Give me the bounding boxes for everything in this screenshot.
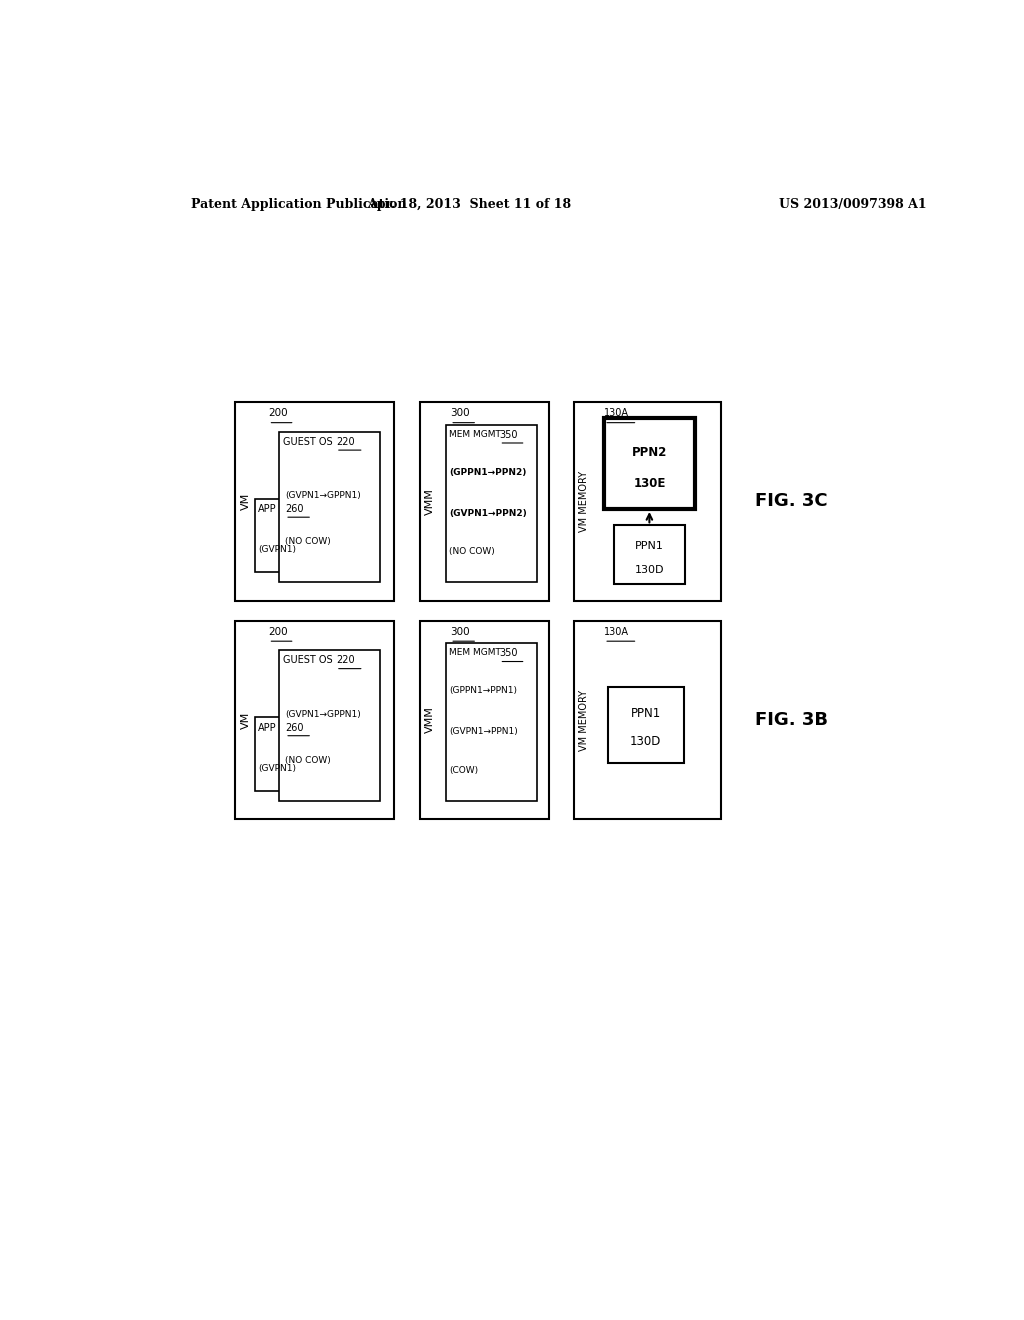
Text: (NO COW): (NO COW)	[285, 755, 331, 764]
FancyBboxPatch shape	[608, 686, 684, 763]
Text: VM MEMORY: VM MEMORY	[580, 471, 590, 532]
Text: MEM MGMT: MEM MGMT	[450, 430, 502, 438]
FancyBboxPatch shape	[604, 417, 695, 510]
Text: VMM: VMM	[425, 706, 435, 734]
FancyBboxPatch shape	[255, 499, 325, 572]
Text: VMM: VMM	[425, 488, 435, 515]
Text: PPN2: PPN2	[632, 446, 668, 459]
FancyBboxPatch shape	[613, 525, 685, 585]
Text: US 2013/0097398 A1: US 2013/0097398 A1	[778, 198, 927, 211]
Text: 200: 200	[268, 408, 288, 418]
Text: PPN1: PPN1	[631, 708, 660, 721]
Text: PPN1: PPN1	[635, 541, 664, 550]
Text: (GVPN1): (GVPN1)	[258, 764, 296, 772]
Text: (NO COW): (NO COW)	[450, 548, 496, 556]
Text: 220: 220	[336, 437, 354, 447]
Text: MEM MGMT: MEM MGMT	[450, 648, 502, 657]
Text: FIG. 3B: FIG. 3B	[755, 711, 828, 729]
Text: GUEST OS: GUEST OS	[283, 656, 333, 665]
Text: 130A: 130A	[604, 408, 629, 418]
Text: (GPPN1→PPN2): (GPPN1→PPN2)	[450, 469, 526, 477]
Text: 350: 350	[500, 648, 518, 659]
Text: APP: APP	[258, 504, 276, 513]
Text: 130E: 130E	[634, 477, 666, 490]
Text: (GVPN1→GPPN1): (GVPN1→GPPN1)	[285, 491, 360, 500]
Text: 300: 300	[451, 627, 470, 638]
Text: (GPPN1→PPN1): (GPPN1→PPN1)	[450, 686, 517, 696]
Text: 130A: 130A	[604, 627, 629, 638]
Text: (GVPN1→GPPN1): (GVPN1→GPPN1)	[285, 710, 360, 719]
FancyBboxPatch shape	[574, 403, 721, 601]
Text: (GVPN1→PPN1): (GVPN1→PPN1)	[450, 727, 518, 737]
FancyBboxPatch shape	[420, 403, 549, 601]
Text: 260: 260	[285, 504, 304, 513]
Text: GUEST OS: GUEST OS	[283, 437, 333, 447]
Text: Patent Application Publication: Patent Application Publication	[191, 198, 407, 211]
Text: 220: 220	[336, 656, 354, 665]
Text: VM: VM	[241, 711, 251, 729]
FancyBboxPatch shape	[446, 643, 538, 801]
Text: 200: 200	[268, 627, 288, 638]
FancyBboxPatch shape	[236, 620, 394, 818]
FancyBboxPatch shape	[236, 403, 394, 601]
Text: 300: 300	[451, 408, 470, 418]
Text: (COW): (COW)	[450, 766, 478, 775]
Text: VM MEMORY: VM MEMORY	[580, 689, 590, 751]
Text: (NO COW): (NO COW)	[285, 537, 331, 546]
Text: 130D: 130D	[635, 565, 665, 574]
FancyBboxPatch shape	[574, 620, 721, 818]
Text: 130D: 130D	[630, 735, 662, 748]
Text: FIG. 3C: FIG. 3C	[755, 492, 827, 511]
Text: 350: 350	[500, 430, 518, 440]
Text: (GVPN1): (GVPN1)	[258, 545, 296, 554]
Text: Apr. 18, 2013  Sheet 11 of 18: Apr. 18, 2013 Sheet 11 of 18	[368, 198, 571, 211]
FancyBboxPatch shape	[255, 718, 325, 791]
FancyBboxPatch shape	[420, 620, 549, 818]
FancyBboxPatch shape	[446, 425, 538, 582]
Text: 260: 260	[285, 722, 304, 733]
FancyBboxPatch shape	[279, 651, 380, 801]
Text: (GVPN1→PPN2): (GVPN1→PPN2)	[450, 508, 527, 517]
Text: VM: VM	[241, 492, 251, 510]
Text: APP: APP	[258, 722, 276, 733]
FancyBboxPatch shape	[279, 432, 380, 582]
